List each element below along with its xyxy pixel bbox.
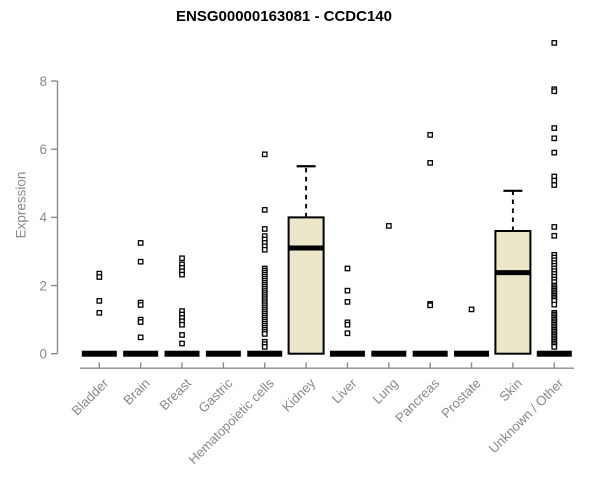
outlier-point-breast [179, 332, 185, 338]
y-tick-label: 4 [39, 210, 47, 225]
category-label: Prostate [438, 376, 483, 421]
category-label: Breast [157, 375, 195, 413]
outlier-point-pancreas [427, 132, 434, 138]
outlier-point-unknown-other [551, 301, 558, 308]
category-label: Lung [370, 376, 401, 407]
outlier-point-hematopoietic-cells [261, 344, 268, 350]
outlier-point-liver [344, 287, 351, 294]
outlier-point-unknown-other [551, 177, 558, 184]
outlier-point-breast [179, 321, 185, 328]
category-label: Unknown / Other [486, 375, 567, 456]
outlier-point-hematopoietic-cells [261, 246, 268, 253]
outlier-point-pancreas [427, 302, 434, 309]
outlier-point-breast [179, 340, 185, 347]
zero-bar-lung [371, 350, 407, 357]
outlier-point-liver [344, 321, 351, 328]
outlier-point-unknown-other [551, 344, 558, 350]
outlier-point-bladder [96, 309, 103, 316]
box-kidney [287, 216, 325, 355]
zero-bar-prostate [454, 350, 490, 357]
outlier-point-lung [385, 223, 392, 229]
outlier-point-brain [137, 302, 144, 308]
outlier-point-breast [179, 271, 185, 278]
outlier-point-hematopoietic-cells [261, 331, 268, 337]
outlier-point-unknown-other [551, 40, 558, 46]
zero-bar-liver [329, 350, 365, 357]
outlier-point-brain [137, 258, 144, 265]
outlier-point-prostate [468, 306, 475, 313]
zero-bar-pancreas [412, 350, 448, 357]
zero-bar-bladder [81, 350, 117, 357]
outlier-point-hematopoietic-cells [261, 151, 268, 158]
outlier-point-unknown-other [551, 232, 558, 239]
outlier-point-unknown-other [551, 149, 558, 156]
chart-title: ENSG00000163081 - CCDC140 [176, 8, 392, 25]
outlier-point-brain [137, 240, 144, 246]
outlier-point-hematopoietic-cells [261, 207, 268, 213]
zero-bar-unknown-other [536, 350, 572, 357]
zero-bar-hematopoietic-cells [247, 350, 283, 357]
category-label: Bladder [69, 375, 112, 418]
outlier-point-unknown-other [551, 182, 558, 188]
outlier-point-liver [344, 330, 351, 337]
y-tick-label: 8 [39, 74, 47, 89]
category-label: Liver [329, 375, 360, 406]
outlier-point-breast [179, 255, 185, 262]
outlier-point-brain [137, 334, 144, 341]
outlier-point-bladder [96, 274, 103, 280]
category-label: Gastric [195, 375, 235, 415]
zero-bar-brain [123, 350, 159, 357]
category-label: Kidney [279, 375, 318, 414]
zero-bar-breast [164, 350, 200, 357]
outlier-point-unknown-other [551, 88, 558, 95]
category-label: Brain [120, 376, 152, 408]
category-label: Pancreas [392, 375, 442, 425]
outlier-point-unknown-other [551, 125, 558, 131]
y-tick-label: 0 [39, 347, 47, 362]
outlier-point-unknown-other [551, 224, 558, 230]
zero-bar-gastric [205, 350, 241, 357]
outlier-point-unknown-other [551, 135, 558, 142]
y-tick-label: 6 [39, 142, 47, 157]
outlier-point-hematopoietic-cells [261, 226, 268, 232]
outlier-point-bladder [96, 298, 103, 304]
outlier-point-pancreas [427, 160, 434, 166]
box-skin [494, 230, 532, 355]
outlier-point-liver [344, 265, 351, 272]
category-label: Skin [496, 376, 525, 405]
outlier-point-liver [344, 299, 351, 305]
y-tick-label: 2 [39, 278, 47, 293]
outlier-point-brain [137, 319, 144, 325]
